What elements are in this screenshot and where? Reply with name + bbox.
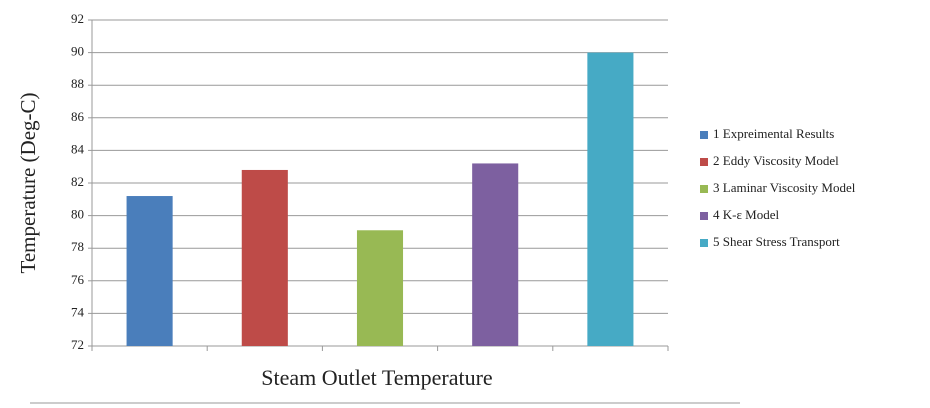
legend-label: 4 K-ε Model (713, 207, 780, 222)
legend-label: 1 Expreimental Results (713, 126, 834, 141)
y-tick-label: 78 (71, 239, 84, 254)
legend-swatch (700, 212, 708, 220)
y-tick-label: 88 (71, 76, 84, 91)
y-tick-label: 74 (71, 304, 85, 319)
bar (587, 52, 634, 346)
legend-label: 3 Laminar Viscosity Model (713, 180, 856, 195)
y-tick-label: 80 (71, 207, 84, 222)
bar (356, 230, 404, 346)
legend-swatch (700, 158, 708, 166)
legend-swatch (700, 239, 708, 247)
legend-swatch (700, 131, 708, 139)
y-tick-label: 84 (71, 141, 85, 156)
bar (126, 196, 173, 346)
y-tick-label: 86 (71, 109, 85, 124)
y-tick-label: 76 (71, 272, 85, 287)
x-axis-title: Steam Outlet Temperature (261, 365, 492, 390)
legend-swatch (700, 185, 708, 193)
y-tick-label: 82 (71, 174, 84, 189)
bar (241, 169, 288, 346)
y-axis-title: Temperature (Deg-C) (16, 92, 40, 273)
bar (472, 163, 519, 346)
legend-label: 2 Eddy Viscosity Model (713, 153, 839, 168)
legend-label: 5 Shear Stress Transport (713, 234, 840, 249)
y-tick-label: 92 (71, 11, 84, 26)
y-tick-label: 90 (71, 44, 84, 59)
y-tick-label: 72 (71, 337, 84, 352)
